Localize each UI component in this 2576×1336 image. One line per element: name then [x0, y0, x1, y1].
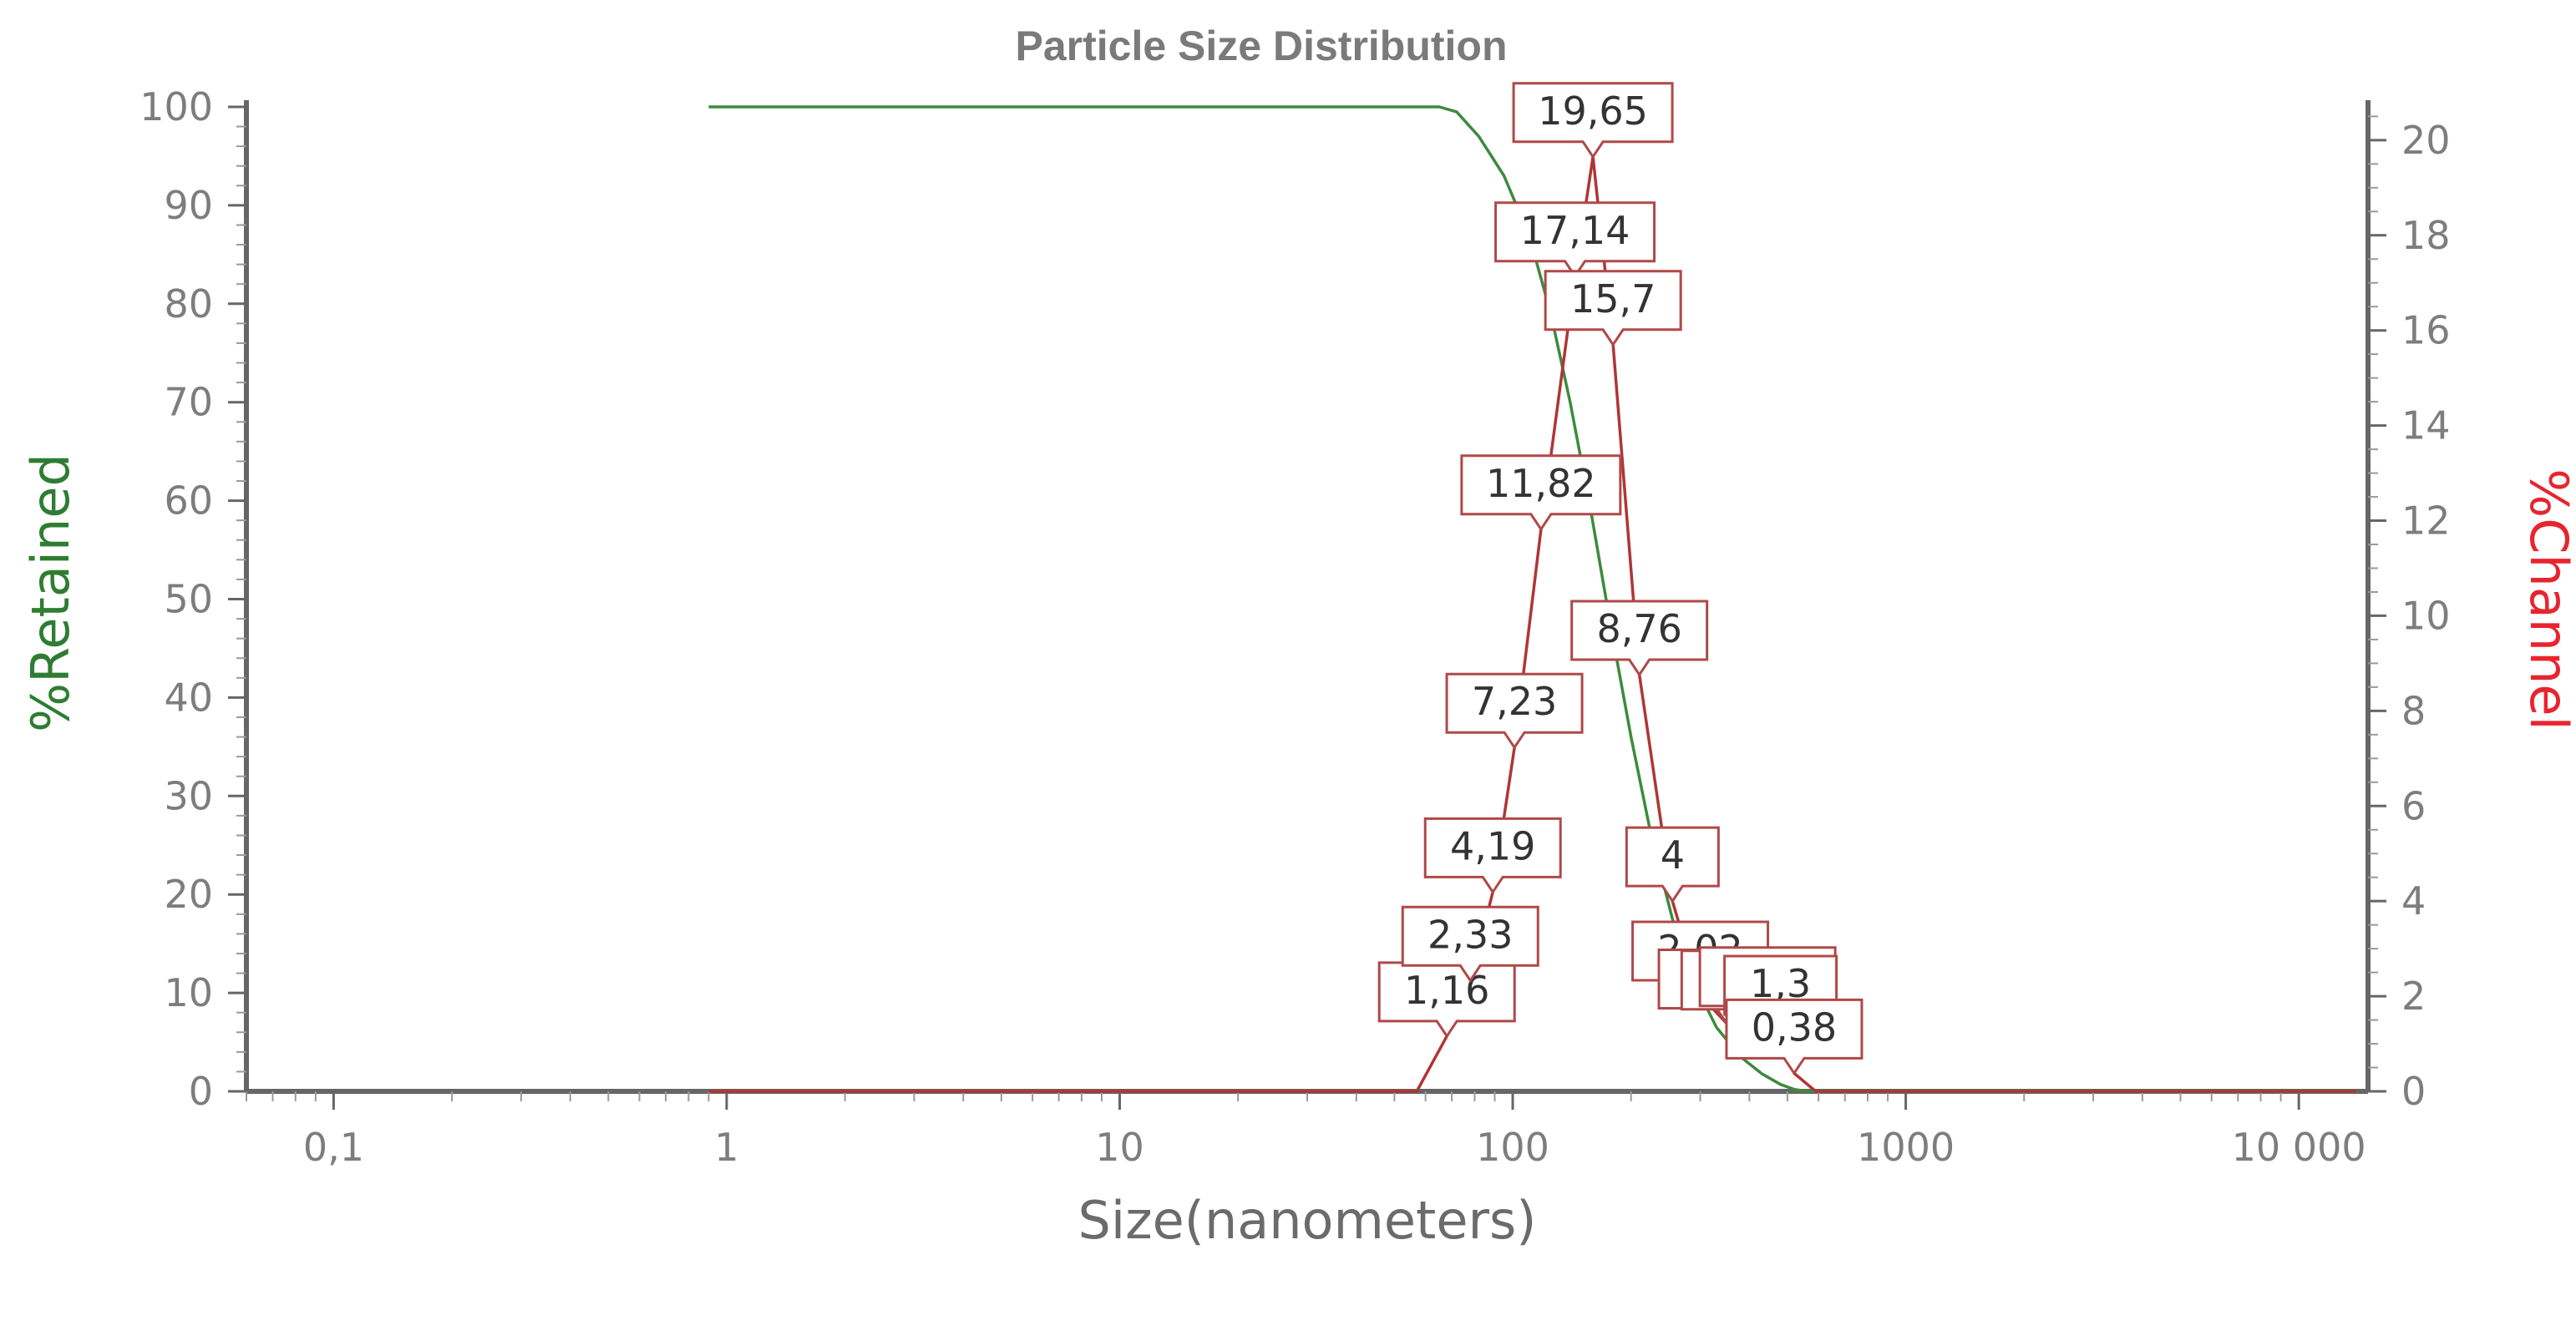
y-left-tick-label: 90	[164, 183, 213, 228]
y-right-tick-label: 8	[2401, 688, 2426, 733]
y-right-tick-label: 0	[2401, 1069, 2426, 1114]
x-tick-label: 0,1	[303, 1125, 364, 1170]
data-label-text: 4,19	[1450, 823, 1535, 868]
y-right-tick-label: 14	[2401, 403, 2451, 448]
data-label-box	[1570, 600, 1709, 677]
x-axis-ticks: 0,1 1 10 100 1000 10 000	[246, 1091, 2366, 1170]
retained-series-line	[708, 105, 2356, 1093]
y-right-tick-label: 16	[2401, 308, 2451, 353]
data-label-text: 2,33	[1427, 912, 1513, 957]
data-label-box	[1445, 672, 1584, 750]
x-axis-title: Size(nanometers)	[1078, 1190, 1537, 1251]
y-left-axis-ticks: 0 10 20 30 40 50 60 70 80 90 100	[139, 84, 246, 1114]
y-left-tick-label: 60	[164, 478, 213, 524]
y-right-axis-ticks: 0 2 4 6 8 10 12 14 16 18 20	[2368, 115, 2451, 1114]
y-left-tick-label: 70	[164, 380, 213, 425]
y-right-tick-label: 20	[2401, 118, 2451, 163]
data-label-callout: 15,7	[1544, 270, 1682, 347]
data-label-text: 17,14	[1520, 208, 1630, 253]
data-label-text: 7,23	[1472, 679, 1557, 724]
data-label-callout: 0,38	[1725, 998, 1864, 1076]
data-label-callout: 11,82	[1460, 454, 1622, 532]
data-label-box	[1725, 998, 1864, 1076]
y-right-tick-label: 2	[2401, 974, 2426, 1019]
x-tick-label: 10	[1095, 1125, 1144, 1170]
data-label-box	[1544, 270, 1682, 347]
x-tick-label: 1000	[1857, 1125, 1955, 1170]
data-label-box	[1377, 961, 1516, 1039]
data-label-box	[1512, 82, 1674, 159]
axes	[244, 100, 2371, 1094]
data-label-box	[1401, 905, 1539, 983]
data-label-box	[1423, 817, 1562, 895]
data-labels-layer: 1,16 2,33 4,19 7,23 11,82 17,14 19,65 15,7 8,76 4…	[1377, 82, 1864, 1076]
data-label-text: 19,65	[1538, 89, 1648, 134]
y-left-axis-title: %Retained	[20, 453, 81, 732]
y-left-tick-label: 20	[164, 872, 213, 917]
data-label-callout: 1,16	[1377, 961, 1516, 1039]
data-label-text: 0,38	[1752, 1005, 1837, 1050]
y-right-tick-label: 4	[2401, 878, 2426, 924]
data-label-text: 11,82	[1486, 461, 1596, 506]
data-label-text: 8,76	[1596, 606, 1681, 651]
data-label-callout: 2,33	[1401, 905, 1539, 983]
data-label-callout: 19,65	[1512, 82, 1674, 159]
y-left-tick-label: 10	[164, 970, 213, 1015]
data-label-box	[1494, 201, 1656, 279]
y-left-tick-label: 100	[139, 84, 213, 129]
y-left-tick-label: 50	[164, 577, 213, 622]
y-right-axis-title: %Channel	[2518, 468, 2576, 730]
data-label-callout: 8,76	[1570, 600, 1709, 677]
data-label-text: 1,16	[1404, 968, 1489, 1013]
y-left-tick-label: 30	[164, 773, 213, 818]
y-left-tick-label: 80	[164, 281, 213, 326]
data-label-callout: 17,14	[1494, 201, 1656, 279]
y-right-tick-label: 12	[2401, 498, 2451, 544]
data-label-callout: 7,23	[1445, 672, 1584, 750]
y-right-tick-label: 10	[2401, 593, 2451, 638]
y-right-tick-label: 6	[2401, 783, 2426, 828]
y-left-tick-label: 40	[164, 675, 213, 720]
chart-title: Particle Size Distribution	[1015, 23, 1507, 69]
x-tick-label: 1	[714, 1125, 738, 1170]
data-label-text: 4	[1661, 832, 1685, 878]
x-tick-label: 10 000	[2232, 1125, 2366, 1170]
y-left-tick-label: 0	[189, 1069, 213, 1114]
data-label-box	[1625, 826, 1720, 903]
data-label-box	[1460, 454, 1622, 532]
x-tick-label: 100	[1476, 1125, 1549, 1170]
data-label-text: 15,7	[1570, 276, 1656, 321]
data-label-callout: 4,19	[1423, 817, 1562, 895]
data-label-callout: 4	[1625, 826, 1720, 903]
y-right-tick-label: 18	[2401, 213, 2451, 258]
